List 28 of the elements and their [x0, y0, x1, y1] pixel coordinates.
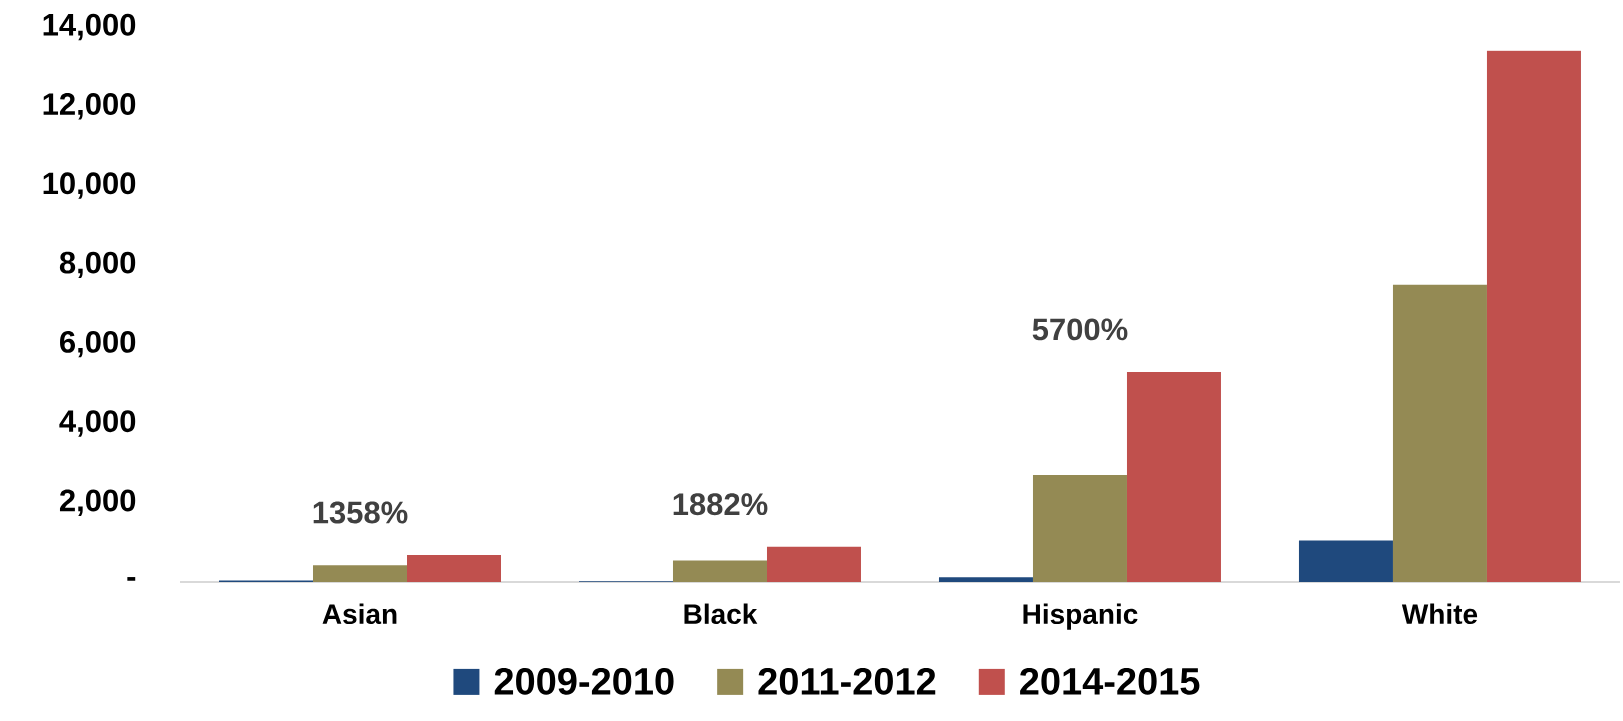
- legend-label: 2011-2012: [758, 667, 936, 695]
- x-tick-label: Black: [684, 603, 758, 625]
- legend-label: 2014-2015: [1020, 667, 1200, 695]
- y-tick-label: 8,000: [59, 251, 136, 279]
- bar: [938, 577, 1033, 582]
- annotation: 1358%: [313, 501, 408, 524]
- bar: [1126, 371, 1221, 582]
- bar: [312, 565, 407, 582]
- bar: [1032, 474, 1127, 582]
- y-tick-label: 12,000: [43, 93, 136, 120]
- y-tick-label: -: [127, 577, 136, 581]
- bar: [672, 560, 767, 582]
- y-tick-label: 4,000: [59, 410, 136, 437]
- y-tick-label: 10,000: [43, 172, 136, 199]
- y-tick-label: 6,000: [60, 330, 136, 358]
- x-tick-label: White: [1401, 603, 1478, 625]
- annotation: 5700%: [1032, 318, 1128, 341]
- legend-label: 2009-2010: [494, 667, 674, 695]
- bar: [1298, 540, 1393, 582]
- bar: [766, 546, 861, 582]
- bar: [1392, 284, 1487, 582]
- bar: [1486, 50, 1581, 582]
- y-tick-label: 2,000: [59, 489, 136, 516]
- annotation: 1882%: [673, 493, 768, 516]
- y-tick-label: 14,000: [43, 13, 136, 41]
- bar: [407, 555, 501, 582]
- x-tick-label: Hispanic: [1023, 603, 1138, 630]
- x-tick-label: Asian: [322, 603, 397, 625]
